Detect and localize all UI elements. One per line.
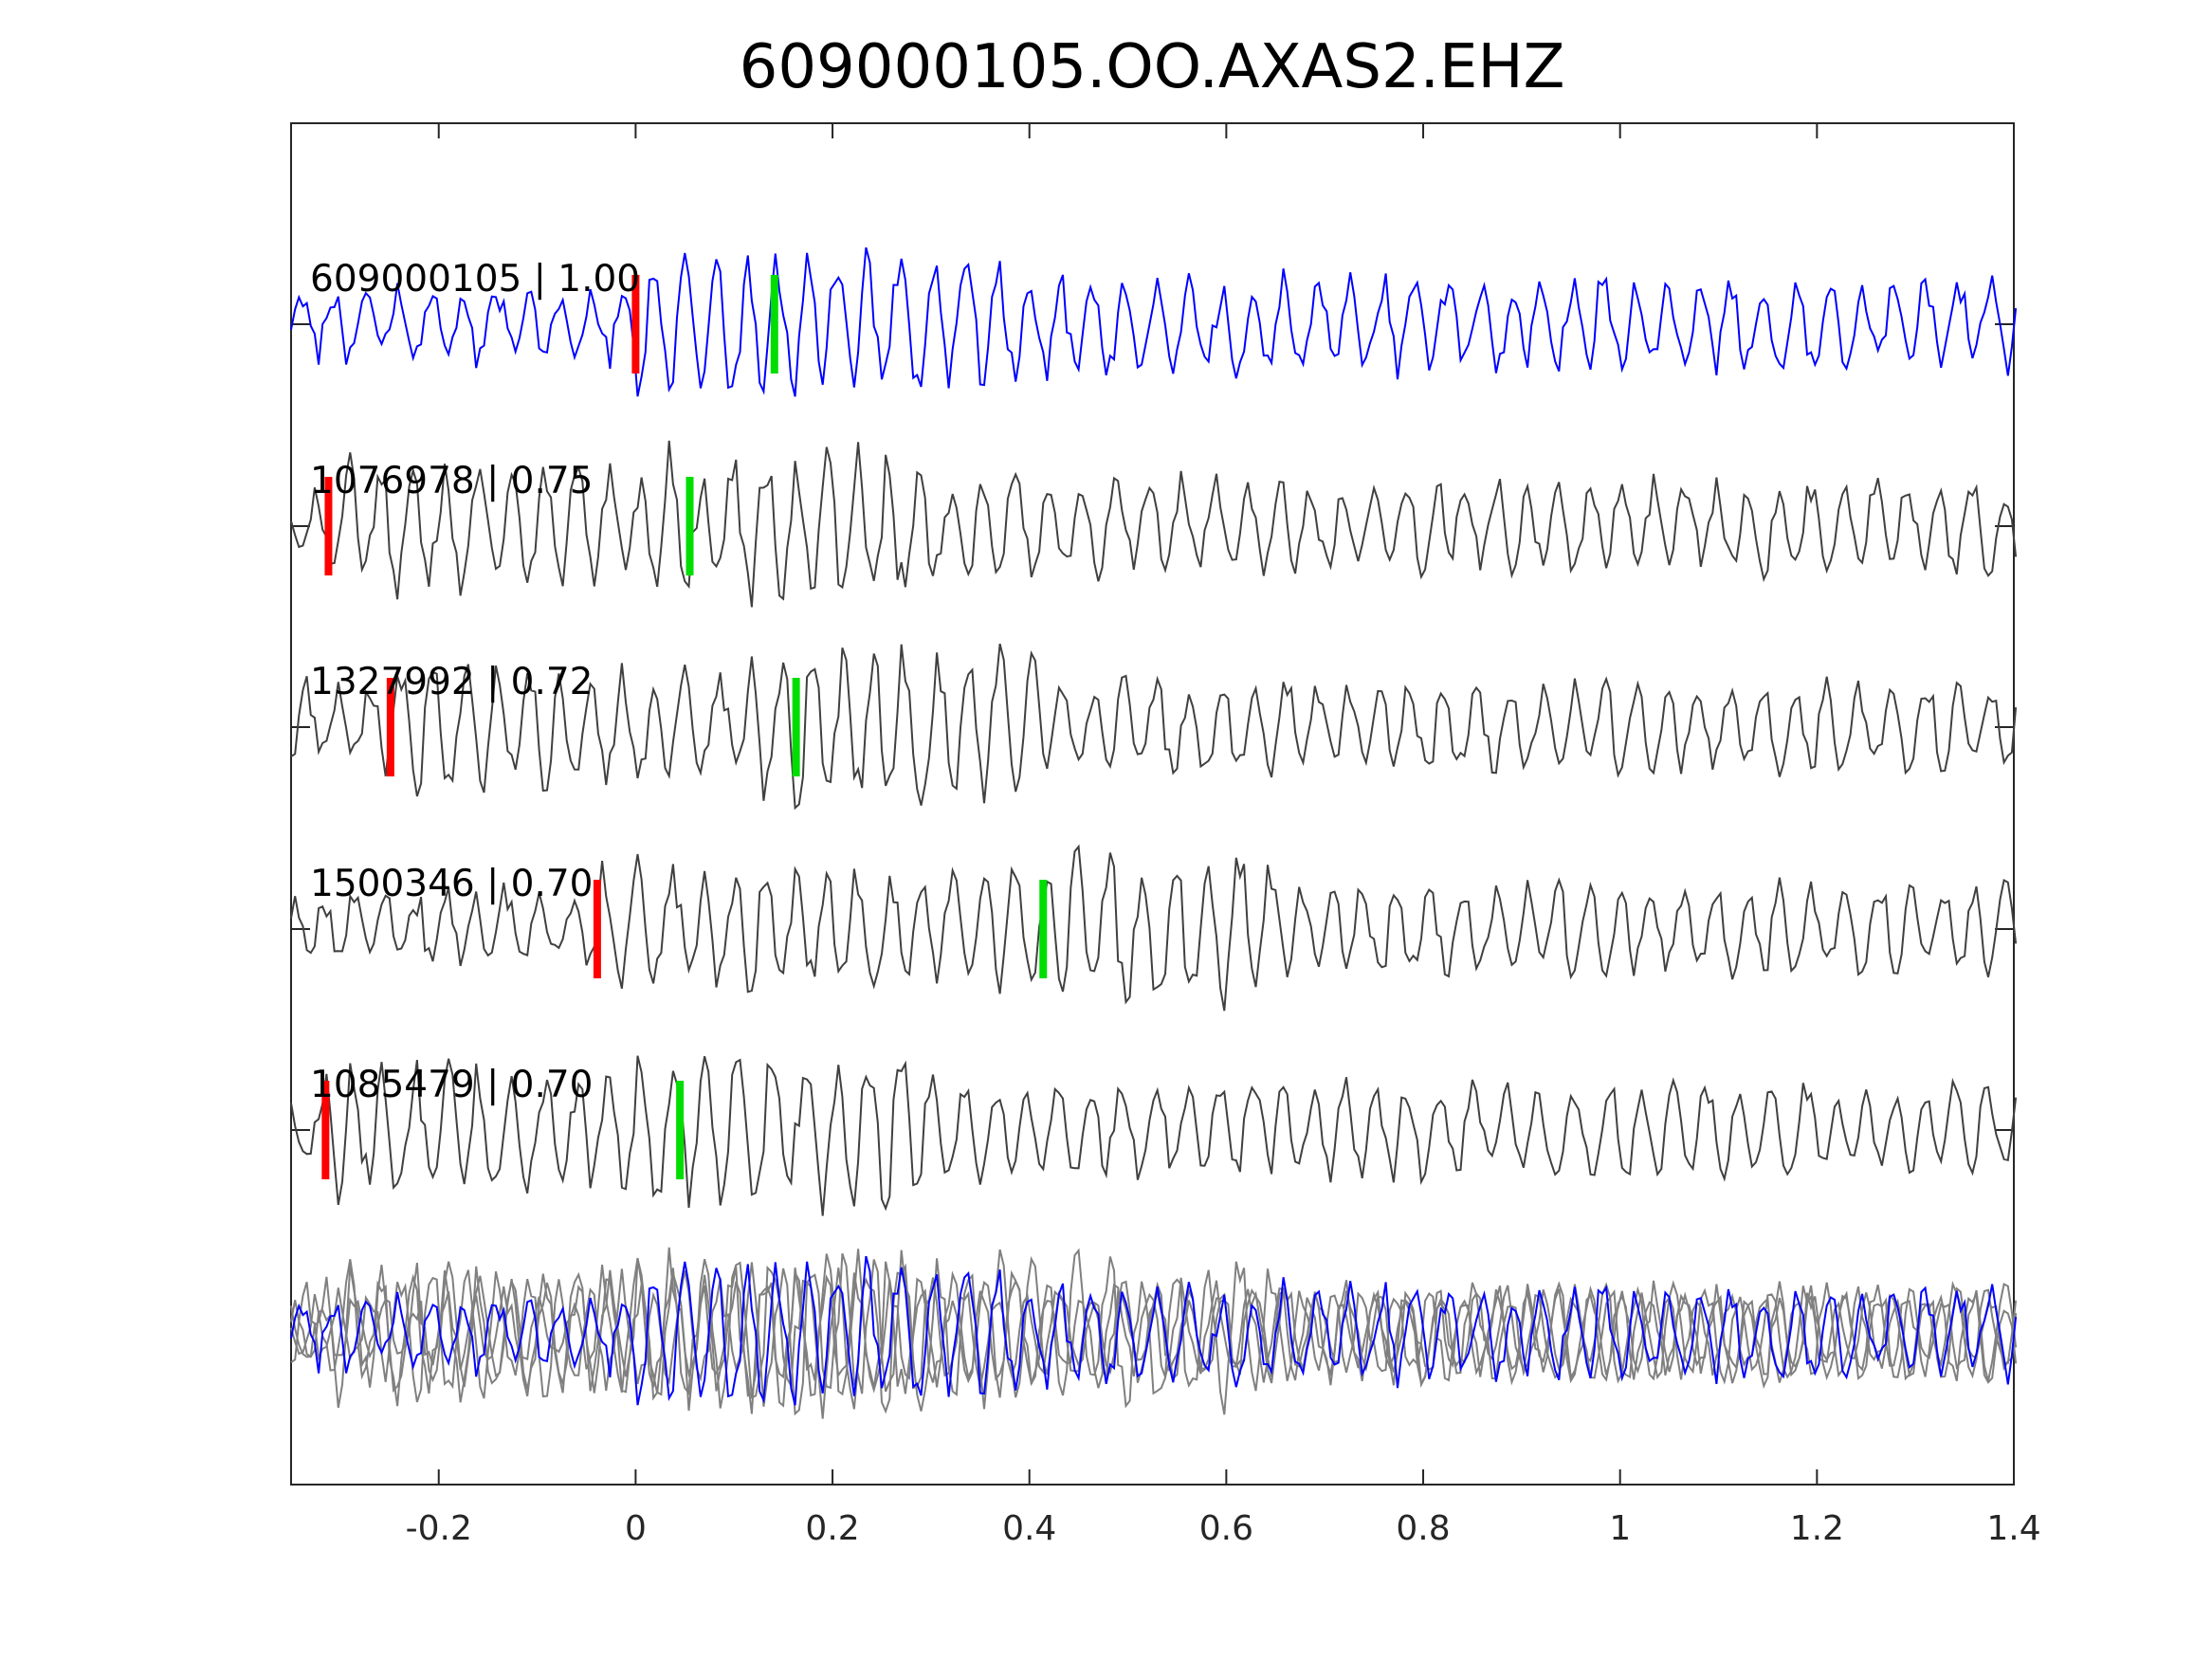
waveform-trace-1327992 — [290, 643, 2018, 811]
waveform-trace-1076978 — [290, 440, 2018, 608]
trace-label: 1085479 | 0.70 — [310, 1064, 593, 1106]
x-tick-label: 1.4 — [1986, 1509, 2040, 1548]
plot-frame — [290, 122, 2015, 1486]
waveform-trace-1085479 — [290, 1055, 2018, 1216]
x-tick-label: 1 — [1609, 1509, 1631, 1548]
chart-title: 609000105.OO.AXAS2.EHZ — [740, 32, 1565, 102]
x-tick-label: 0.4 — [1002, 1509, 1056, 1548]
x-tick-label: 0.8 — [1396, 1509, 1450, 1548]
waveform-trace-609000105 — [290, 246, 2018, 397]
stacked-waveform-1500346 — [290, 1248, 2018, 1415]
x-tick-label: 0.2 — [805, 1509, 859, 1548]
trace-label: 1500346 | 0.70 — [310, 863, 593, 905]
x-tick-label: 0.6 — [1199, 1509, 1253, 1548]
x-tick-label: -0.2 — [406, 1509, 472, 1548]
stacked-waveform-609000105 — [290, 1255, 2018, 1406]
waveform-trace-1500346 — [290, 844, 2018, 1012]
x-tick-label: 1.2 — [1790, 1509, 1844, 1548]
stacked-waveform-1085479 — [290, 1258, 2018, 1419]
trace-label: 1076978 | 0.75 — [310, 460, 593, 502]
trace-label: 1327992 | 0.72 — [310, 661, 593, 703]
x-tick-label: 0 — [625, 1509, 647, 1548]
trace-label: 609000105 | 1.00 — [310, 258, 640, 301]
